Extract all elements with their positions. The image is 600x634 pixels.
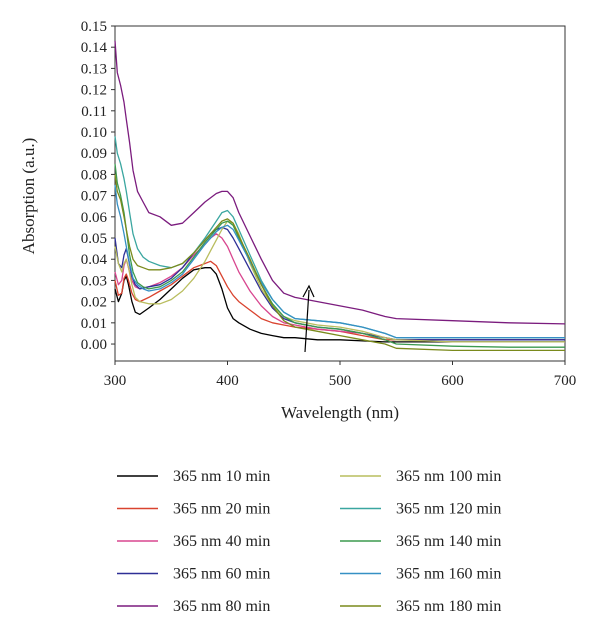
arrow-shaft — [304, 289, 310, 353]
legend-item-2: 365 nm 20 min — [117, 501, 270, 518]
legend-label: 365 nm 10 min — [173, 468, 270, 485]
y-tick-label: 0.05 — [81, 231, 107, 247]
y-tick-label: 0.10 — [81, 125, 107, 141]
y-tick-label: 0.09 — [81, 146, 107, 162]
x-tick-label: 400 — [216, 373, 239, 389]
trend-arrow-icon — [302, 284, 315, 353]
series-line-9 — [114, 184, 565, 339]
legend-item-1: 365 nm 10 min — [117, 468, 270, 485]
series-line-7 — [114, 136, 565, 339]
legend-item-4: 365 nm 60 min — [117, 566, 270, 583]
series-line-6 — [114, 220, 565, 343]
legend-item-5: 365 nm 80 min — [117, 598, 270, 615]
plot-frame — [114, 25, 566, 362]
y-tick-label: 0.11 — [81, 104, 107, 120]
y-axis-title: Absorption (a.u.) — [19, 138, 38, 255]
x-tick-label: 600 — [441, 373, 464, 389]
y-tick-label: 0.14 — [81, 40, 108, 56]
x-axis-title: Wavelength (nm) — [281, 403, 399, 422]
y-tick-label: 0.01 — [81, 316, 107, 332]
y-tick-label: 0.02 — [81, 295, 107, 311]
legend-label: 365 nm 80 min — [173, 598, 270, 615]
series-line-5 — [114, 40, 566, 325]
series-line-8 — [114, 163, 565, 348]
legend-label: 365 nm 40 min — [173, 533, 270, 550]
legend-item-6: 365 nm 100 min — [340, 468, 501, 485]
legend-label: 365 nm 160 min — [396, 566, 501, 583]
legend-item-8: 365 nm 140 min — [340, 533, 501, 550]
series-line-10 — [114, 174, 565, 352]
series-lines — [114, 40, 566, 352]
series-line-2 — [114, 260, 565, 341]
legend-item-3: 365 nm 40 min — [117, 533, 270, 550]
y-tick-label: 0.00 — [81, 337, 107, 353]
arrow-head — [302, 284, 315, 298]
x-tick-label: 500 — [329, 373, 352, 389]
y-tick-label: 0.15 — [81, 19, 107, 35]
legend-label: 365 nm 100 min — [396, 468, 501, 485]
y-tick-label: 0.06 — [81, 210, 108, 226]
x-axis: 300 400 500 600 700 — [104, 361, 577, 389]
plot-border — [114, 25, 566, 362]
legend-label: 365 nm 60 min — [173, 566, 270, 583]
legend-label: 365 nm 120 min — [396, 501, 501, 518]
legend-item-9: 365 nm 160 min — [340, 566, 501, 583]
legend-item-7: 365 nm 120 min — [340, 501, 501, 518]
y-tick-label: 0.12 — [81, 83, 107, 99]
x-tick-label: 700 — [554, 373, 577, 389]
y-tick-label: 0.13 — [81, 61, 107, 77]
legend-label: 365 nm 140 min — [396, 533, 501, 550]
x-tick-label: 300 — [104, 373, 127, 389]
y-tick-label: 0.04 — [81, 252, 108, 268]
y-tick-label: 0.03 — [81, 273, 107, 289]
series-line-3 — [114, 233, 565, 341]
legend-label: 365 nm 20 min — [173, 501, 270, 518]
y-tick-label: 0.08 — [81, 167, 107, 183]
legend-label: 365 nm 180 min — [396, 598, 501, 615]
legend-item-10: 365 nm 180 min — [340, 598, 501, 615]
legend: 365 nm 10 min 365 nm 20 min 365 nm 40 min 3… — [117, 468, 501, 615]
y-tick-label: 0.07 — [81, 189, 108, 205]
y-axis: 0.00 0.01 0.02 0.03 0.04 0.05 0.06 0.07 0.08 0.09… — [81, 19, 115, 353]
series-line-1 — [114, 267, 565, 343]
